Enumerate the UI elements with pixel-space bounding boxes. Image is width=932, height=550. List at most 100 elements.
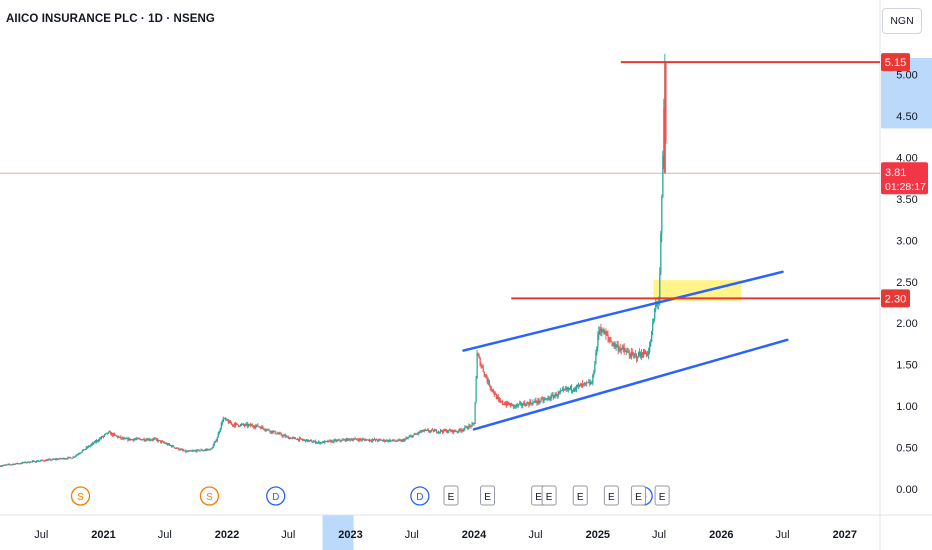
candle-body <box>5 464 7 466</box>
candle-body <box>259 426 261 428</box>
candle-body <box>595 353 597 365</box>
candle-body <box>224 418 227 420</box>
candle-body <box>458 429 460 432</box>
candle-body <box>624 350 626 352</box>
candle-body <box>377 440 379 442</box>
candle-body <box>613 342 615 345</box>
x-tick-label: Jul <box>405 529 419 541</box>
candle-body <box>188 450 190 452</box>
candle-body <box>571 389 574 391</box>
candle-body <box>584 383 586 385</box>
candle-body <box>170 445 172 447</box>
candle-body <box>542 398 544 401</box>
candle-body <box>83 449 85 451</box>
split-event-marker <box>70 486 91 506</box>
candle-body <box>483 371 485 375</box>
candle-body <box>594 364 596 373</box>
candle-body <box>456 431 458 433</box>
y-tick-label: 3.50 <box>896 194 917 206</box>
candle-body <box>354 438 356 440</box>
candle-body <box>588 382 590 384</box>
candle-body <box>97 440 100 442</box>
candle-body <box>589 382 591 385</box>
x-tick-label: Jul <box>529 529 543 541</box>
candle-body <box>380 439 382 441</box>
candle-body <box>497 397 500 400</box>
candle-body <box>504 403 507 405</box>
candle-body <box>57 458 59 460</box>
resistance-label-badge <box>881 289 910 308</box>
candle-body <box>659 274 661 301</box>
candle-body <box>569 386 572 389</box>
candle-body <box>342 439 344 441</box>
candle-body <box>573 389 576 391</box>
candle-body <box>620 348 622 351</box>
candle-body <box>135 438 137 440</box>
candle-body <box>437 431 440 433</box>
candle-body <box>231 423 234 426</box>
candle-body <box>591 382 593 384</box>
candle-body <box>608 337 610 340</box>
candle-body <box>202 450 204 452</box>
candle-body <box>41 460 43 462</box>
candle-body <box>486 378 488 383</box>
candle-body <box>463 428 465 431</box>
candle-body <box>253 426 255 428</box>
candle-body <box>127 438 129 441</box>
candle-body <box>402 439 404 441</box>
candle-body <box>262 426 264 429</box>
candle-body <box>648 352 650 355</box>
candle-body <box>111 433 113 435</box>
candle-body <box>611 341 613 346</box>
candle-body <box>626 351 628 353</box>
candle-body <box>9 464 11 466</box>
candle-body <box>567 388 570 390</box>
candle-body <box>187 451 189 453</box>
candle-body <box>406 438 408 440</box>
candle-body <box>481 365 483 367</box>
candle-body <box>609 339 611 341</box>
candle-body <box>460 430 462 432</box>
candle-body <box>484 374 486 376</box>
candle-body <box>365 439 368 441</box>
candle-body <box>176 447 178 449</box>
candle-body <box>298 438 301 441</box>
candle-body <box>52 458 54 460</box>
currency-button[interactable]: NGN <box>882 8 922 34</box>
candle-body <box>322 441 324 443</box>
x-axis-highlight <box>322 515 354 550</box>
candle-body <box>146 439 148 441</box>
candle-body <box>451 429 453 432</box>
earnings-event-marker <box>443 485 459 506</box>
candle-body <box>420 430 422 432</box>
candle-body <box>18 463 20 465</box>
y-tick-label: 2.50 <box>896 277 917 289</box>
event-marker-label: E <box>546 492 553 503</box>
candle-body <box>291 437 294 439</box>
candle-body <box>467 428 469 430</box>
candle-body <box>7 464 9 466</box>
candle-body <box>154 438 156 440</box>
candle-body <box>545 398 547 400</box>
candle-body <box>340 440 342 442</box>
candle-body <box>345 438 347 442</box>
candle-body <box>103 435 105 437</box>
candle-body <box>474 402 476 424</box>
candle-body <box>123 438 125 440</box>
candle-body <box>327 440 329 443</box>
candle-body <box>120 436 122 439</box>
candle-body <box>570 386 573 391</box>
candle-body <box>578 385 580 387</box>
last-price-badge <box>881 162 928 195</box>
candle-body <box>582 383 584 385</box>
candle-body <box>442 431 444 433</box>
candle-body <box>210 448 212 450</box>
candle-body <box>457 431 459 433</box>
candle-body <box>321 442 323 444</box>
candle-body <box>305 439 307 442</box>
dividend-event-marker <box>410 486 430 506</box>
candle-body <box>566 387 569 390</box>
candle-body <box>87 446 90 448</box>
last-price-label: 3.81 <box>885 167 906 179</box>
